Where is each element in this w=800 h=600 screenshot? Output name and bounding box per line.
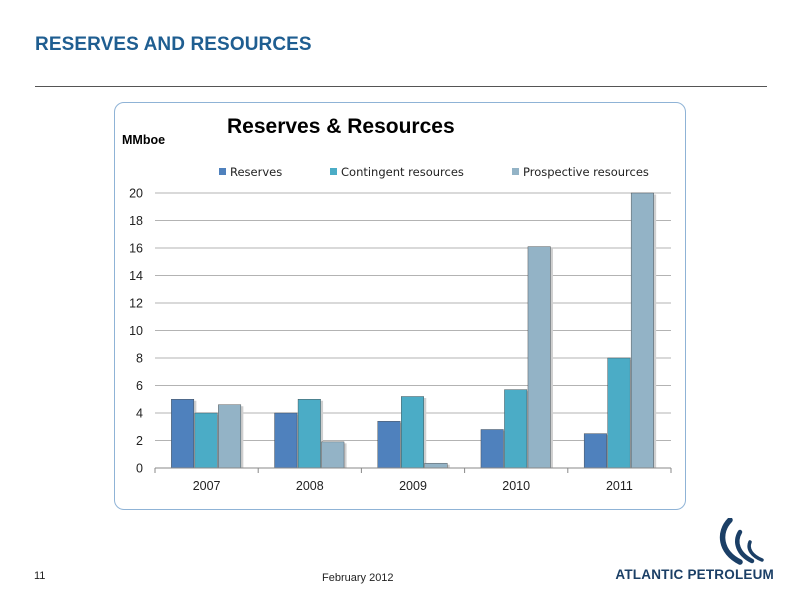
bar-contingent-resources-2008: [297, 399, 321, 469]
y-tick-label: 16: [129, 242, 143, 256]
bar-reserves-2008: [274, 412, 298, 469]
chart-bars: [171, 192, 657, 469]
y-tick-label: 10: [129, 324, 143, 338]
y-tick-label: 2: [136, 434, 143, 448]
legend-label: Contingent resources: [341, 165, 464, 179]
reserves-resources-chart: Reserves & Resources MMboe Reserves Conti…: [122, 115, 672, 493]
bar-reserves-2011: [583, 433, 607, 469]
y-tick-label: 6: [136, 379, 143, 393]
y-tick-label: 20: [129, 187, 143, 201]
brand-name: ATLANTIC PETROLEUM: [615, 567, 774, 582]
bar-prospective-resources-2008: [321, 441, 345, 469]
y-tick-label: 14: [129, 269, 143, 283]
y-tick-label: 18: [129, 214, 143, 228]
x-tick-label: 2011: [606, 479, 633, 493]
legend-swatch: [512, 168, 519, 175]
company-logo: ATLANTIC PETROLEUM: [604, 518, 774, 584]
y-tick-label: 12: [129, 297, 143, 311]
y-tick-label: 0: [136, 462, 143, 476]
bar-contingent-resources-2010: [504, 389, 528, 469]
y-axis-unit-label: MMboe: [122, 133, 165, 147]
legend-label: Reserves: [230, 165, 282, 179]
x-tick-label: 2010: [502, 479, 530, 493]
y-tick-label: 4: [136, 407, 143, 421]
bar-contingent-resources-2007: [194, 412, 218, 469]
y-tick-label: 8: [136, 352, 143, 366]
x-tick-label: 2008: [296, 479, 324, 493]
legend-swatch: [219, 168, 226, 175]
bar-reserves-2007: [171, 399, 195, 469]
chart-frame: Reserves & Resources MMboe Reserves Conti…: [114, 102, 686, 510]
x-axis-ticks: 2007 2008 2009 2010 2011: [154, 468, 672, 493]
y-axis-ticks: 0 2 4 6 8 10 12 14 16 18 20: [129, 187, 143, 476]
slide-title: RESERVES AND RESOURCES: [35, 34, 312, 55]
bar-contingent-resources-2009: [401, 396, 424, 469]
bar-prospective-resources-2011: [630, 192, 654, 469]
title-divider: [35, 86, 767, 87]
bar-prospective-resources-2009: [424, 462, 448, 469]
chart-title: Reserves & Resources: [227, 115, 455, 138]
footer-date: February 2012: [322, 572, 394, 584]
x-tick-label: 2009: [399, 479, 427, 493]
page-number: 11: [34, 570, 46, 582]
chart-legend: Reserves Contingent resources Prospective …: [219, 165, 649, 179]
legend-swatch: [330, 168, 337, 175]
bar-reserves-2009: [377, 421, 401, 469]
atlantic-petroleum-wave-icon: [719, 518, 764, 565]
bar-contingent-resources-2011: [607, 357, 631, 469]
bar-prospective-resources-2010: [527, 246, 551, 469]
x-tick-label: 2007: [193, 479, 221, 493]
legend-label: Prospective resources: [523, 165, 649, 179]
bar-prospective-resources-2007: [218, 404, 242, 469]
bar-reserves-2010: [480, 429, 504, 469]
